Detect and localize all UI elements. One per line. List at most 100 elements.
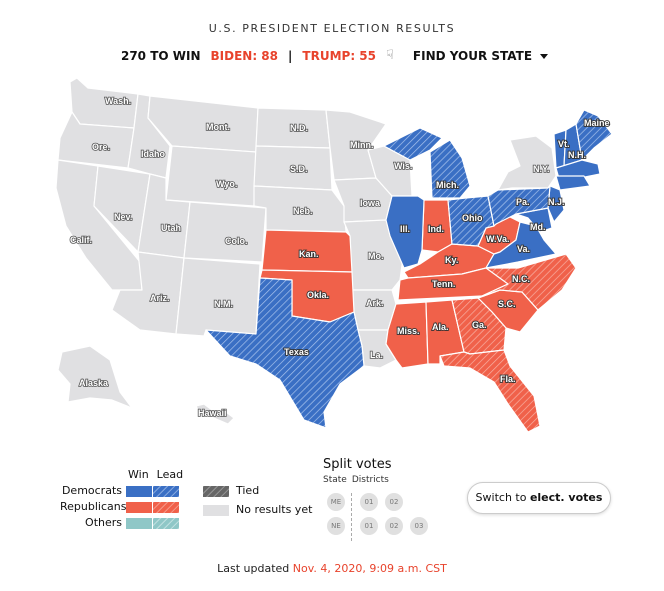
legend-democrats-label: Democrats [61, 484, 122, 497]
label-miss: Miss. [397, 326, 420, 336]
split-ne-district-1[interactable]: 01 [360, 517, 378, 535]
label-iowa: Iowa [360, 198, 381, 208]
swatch-other-lead [153, 517, 179, 529]
label-wash: Wash. [105, 96, 131, 106]
state-hawaii[interactable] [195, 403, 235, 425]
label-ny: N.Y. [533, 164, 550, 174]
label-tenn: Tenn. [432, 279, 455, 289]
label-ark: Ark. [366, 298, 384, 308]
state-michigan[interactable] [383, 127, 471, 199]
win-threshold-label: 270 TO WIN [120, 48, 201, 63]
label-wva: W.Va. [486, 234, 510, 244]
label-colo: Colo. [225, 236, 248, 246]
caret-down-icon [540, 53, 549, 59]
label-wyo: Wyo. [216, 179, 237, 189]
label-alaska: Alaska [79, 378, 109, 388]
page-title: U.S. PRESIDENT ELECTION RESULTS [208, 22, 456, 35]
label-kan: Kan. [299, 249, 319, 259]
label-neb: Neb. [293, 206, 313, 216]
legend-no-results-label: No results yet [236, 503, 313, 516]
label-vt: Vt. [558, 139, 570, 149]
legend-status: Tied No results yet [203, 484, 312, 522]
label-ky: Ky. [445, 255, 458, 265]
label-ill: Ill. [400, 224, 410, 234]
legend-no-results-row: No results yet [203, 503, 312, 516]
split-ne-district-2[interactable]: 02 [385, 517, 403, 535]
split-ne-state[interactable]: NE [327, 517, 345, 535]
legend-tied-label: Tied [236, 484, 260, 497]
split-me-state[interactable]: ME [327, 493, 345, 511]
state-new-york[interactable] [497, 135, 557, 191]
state-colorado[interactable] [183, 201, 267, 263]
legend-others-label: Others [85, 516, 122, 529]
split-me-district-1[interactable]: 01 [360, 493, 378, 511]
legend-header: Win Lead [128, 468, 191, 481]
find-your-state-label: FIND YOUR STATE [412, 48, 533, 63]
label-calif: Calif. [70, 235, 92, 245]
label-maine: Maine [584, 118, 610, 128]
swatch-dem-lead [153, 485, 179, 497]
label-pa: Pa. [516, 197, 530, 207]
state-texas[interactable] [205, 277, 365, 429]
label-nh: N.H. [568, 150, 586, 160]
label-wis: Wis. [394, 161, 412, 171]
trump-count: TRUMP: 55 [302, 48, 376, 63]
last-updated-label: Last updated [217, 562, 293, 575]
swatch-rep-win [126, 501, 152, 513]
state-connecticut-ri[interactable] [555, 175, 591, 191]
label-nev: Nev. [114, 212, 132, 222]
state-florida[interactable] [439, 349, 541, 433]
swatch-dem-win [126, 485, 152, 497]
biden-count: BIDEN: 88 [210, 48, 279, 63]
state-illinois[interactable] [385, 195, 425, 269]
label-texas: Texas [284, 347, 309, 357]
state-kansas[interactable] [261, 229, 353, 273]
switch-button-prefix: Switch to [475, 491, 530, 504]
split-votes-title: Split votes [323, 457, 392, 472]
label-mont: Mont. [206, 122, 230, 132]
state-maine[interactable] [575, 109, 613, 161]
legend-row-democrats: Democrats [60, 484, 180, 497]
swatch-rep-lead [153, 501, 179, 513]
state-wyoming[interactable] [165, 145, 257, 207]
label-nc: N.C. [512, 274, 530, 284]
label-va: Va. [517, 244, 530, 254]
label-okla: Okla. [307, 290, 329, 300]
label-mich: Mich. [436, 180, 459, 190]
split-divider [351, 493, 352, 541]
legend-win-header: Win [128, 468, 149, 481]
legend-tied-row: Tied [203, 484, 312, 497]
find-your-state-dropdown[interactable]: FIND YOUR STATE [412, 48, 549, 63]
label-utah: Utah [161, 223, 181, 233]
score-separator: | [288, 48, 293, 63]
label-nm: N.M. [214, 299, 233, 309]
label-hawaii: Hawaii [198, 408, 227, 418]
pointer-hand-icon: ☟ [386, 48, 394, 63]
state-north-carolina[interactable] [477, 253, 577, 311]
last-updated: Last updated Nov. 4, 2020, 9:09 a.m. CST [0, 562, 664, 575]
split-votes-subheader: State Districts [323, 475, 394, 485]
state-alaska[interactable] [57, 345, 133, 409]
label-ga: Ga. [472, 320, 487, 330]
state-new-mexico[interactable] [175, 257, 261, 337]
switch-electoral-votes-button[interactable]: Switch to elect. votes [467, 482, 611, 514]
state-pennsylvania[interactable] [487, 185, 551, 227]
state-ohio[interactable] [447, 195, 495, 247]
label-mo: Mo. [368, 251, 384, 261]
label-ore: Ore. [92, 142, 110, 152]
split-me-district-2[interactable]: 02 [385, 493, 403, 511]
split-state-label: State [323, 475, 347, 485]
state-labels: Wash. Ore. Idaho Mont. Wyo. N.D. S.D. Ne… [69, 95, 610, 419]
label-idaho: Idaho [141, 149, 166, 159]
switch-button-bold: elect. votes [529, 491, 603, 504]
label-nd: N.D. [290, 123, 308, 133]
split-ne-district-3[interactable]: 03 [410, 517, 428, 535]
us-map: Wash. Ore. Idaho Mont. Wyo. N.D. S.D. Ne… [55, 77, 613, 433]
label-la: La. [370, 350, 383, 360]
split-districts-label: Districts [351, 475, 389, 485]
swatch-other-win [126, 517, 152, 529]
label-md: Md. [530, 222, 546, 232]
label-fla: Fla. [500, 374, 516, 384]
label-nj: N.J. [548, 197, 565, 207]
state-virginia[interactable] [485, 221, 557, 269]
